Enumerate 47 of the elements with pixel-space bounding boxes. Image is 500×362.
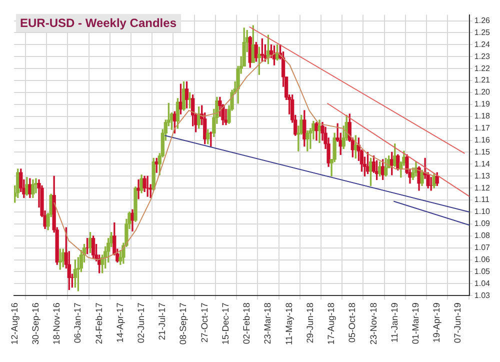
x-tick-label: 05-Oct-18 [347, 302, 358, 343]
y-tick-label: 1.23 [474, 52, 491, 61]
x-tick-label: 29-Jun-18 [304, 302, 315, 344]
y-tick-label: 1.17 [474, 124, 491, 133]
y-tick-label: 1.26 [474, 16, 491, 25]
y-tick-label: 1.24 [474, 40, 491, 49]
x-tick-label: 06-Jan-17 [72, 302, 83, 344]
x-tick-label: 23-Nov-18 [368, 302, 378, 345]
x-tick-label: 21-Jul-17 [157, 302, 168, 340]
x-tick-label: 19-Apr-19 [432, 302, 442, 343]
y-tick-label: 1.13 [474, 171, 491, 180]
y-tick-label: 1.10 [474, 207, 491, 216]
y-tick-label: 1.06 [474, 255, 491, 264]
x-tick-label: 02-Feb-18 [242, 302, 252, 344]
x-tick-label: 14-Apr-17 [114, 302, 125, 343]
x-tick-label: 30-Sep-16 [30, 302, 40, 345]
y-tick-label: 1.20 [474, 88, 491, 97]
y-tick-label: 1.22 [474, 64, 491, 73]
x-tick-label: 24-Feb-17 [94, 302, 104, 344]
x-tick-label: 15-Dec-17 [220, 302, 230, 345]
y-tick-label: 1.08 [474, 231, 491, 240]
x-tick-label: 11-Jan-19 [389, 302, 400, 343]
y-tick-label: 1.11 [474, 195, 490, 204]
y-tick-label: 1.15 [474, 147, 491, 156]
y-tick-label: 1.21 [474, 76, 491, 85]
x-tick-label: 23-Mar-18 [262, 302, 273, 344]
x-tick-label: 18-Nov-16 [52, 302, 62, 345]
x-tick-label: 08-Sep-17 [178, 302, 188, 345]
y-tick-label: 1.14 [474, 159, 491, 168]
y-tick-label: 1.19 [474, 100, 491, 109]
x-tick-label: 27-Oct-17 [199, 302, 210, 343]
x-tick-label: 17-Aug-18 [326, 302, 336, 345]
x-tick-label: 02-Jun-17 [136, 302, 146, 344]
y-tick-label: 1.16 [474, 135, 491, 144]
x-tick-label: 11-May-18 [284, 302, 294, 346]
y-tick-label: 1.09 [474, 219, 491, 228]
y-tick-label: 1.05 [474, 266, 491, 276]
chart-title: EUR-USD - Weekly Candles [16, 14, 180, 32]
y-tick-label: 1.12 [474, 183, 491, 192]
y-tick-label: 1.18 [474, 112, 491, 121]
x-tick-label: 01-Mar-19 [410, 302, 420, 344]
x-tick-label: 12-Aug-16 [9, 302, 20, 345]
y-tick-label: 1.04 [474, 278, 491, 288]
y-tick-label: 1.07 [474, 243, 491, 252]
y-tick-label: 1.03 [474, 290, 491, 300]
x-tick-label: 07-Jun-19 [452, 302, 463, 344]
y-tick-label: 1.25 [474, 28, 491, 37]
